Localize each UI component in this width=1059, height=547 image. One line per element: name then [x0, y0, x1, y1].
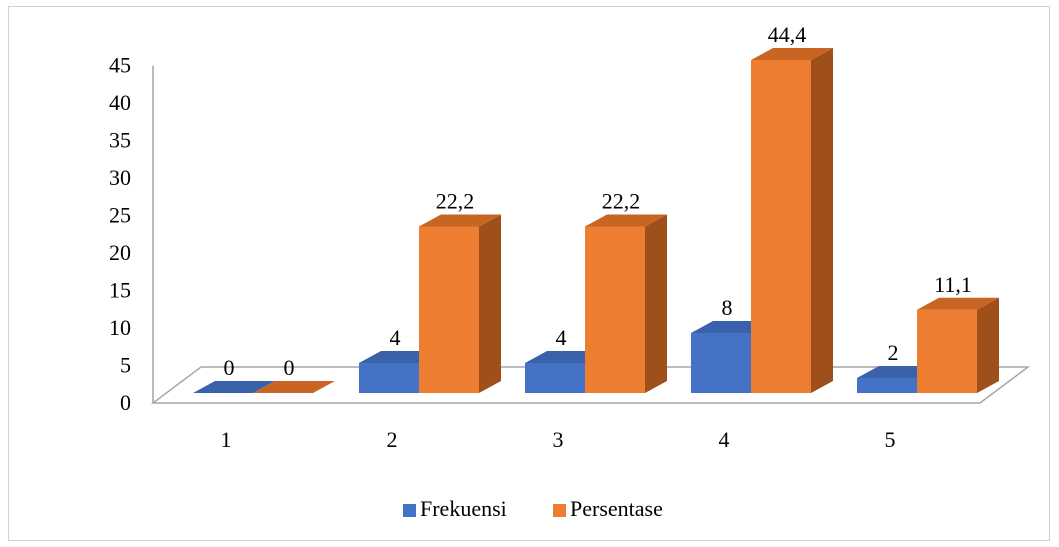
bar-side — [479, 214, 501, 393]
y-tick-label: 40 — [109, 90, 131, 115]
legend-label: Persentase — [570, 496, 663, 521]
legend-swatch — [553, 504, 566, 517]
bar-top — [917, 297, 999, 310]
y-tick-label: 35 — [109, 128, 131, 153]
bar-top — [585, 214, 667, 227]
data-label: 22,2 — [436, 189, 475, 214]
x-tick-label: 1 — [221, 427, 232, 452]
bar-top — [193, 381, 275, 393]
data-label: 2 — [888, 340, 899, 365]
bar-side — [977, 297, 999, 393]
bar-front — [419, 226, 479, 393]
data-label: 4 — [390, 325, 401, 350]
y-tick-label: 0 — [120, 390, 131, 415]
y-tick-label: 25 — [109, 203, 131, 228]
y-tick-label: 45 — [109, 53, 131, 78]
bar-side — [811, 48, 833, 393]
data-label: 0 — [224, 355, 235, 380]
x-tick-label: 3 — [553, 427, 564, 452]
bar-side — [645, 214, 667, 393]
x-tick-label: 5 — [885, 427, 896, 452]
bar-top — [419, 214, 501, 227]
y-tick-label: 15 — [109, 278, 131, 303]
bar-front — [857, 378, 917, 393]
y-tick-label: 30 — [109, 165, 131, 190]
y-tick-label: 20 — [109, 240, 131, 265]
chart-frame — [8, 6, 1050, 541]
y-tick-label: 10 — [109, 315, 131, 340]
bar-front — [585, 226, 645, 393]
legend-swatch — [403, 504, 416, 517]
data-label: 44,4 — [768, 22, 807, 47]
y-tick-label: 5 — [120, 353, 131, 378]
data-label: 11,1 — [934, 272, 972, 297]
bar-top — [253, 381, 335, 393]
x-tick-label: 4 — [719, 427, 730, 452]
data-label: 22,2 — [602, 189, 641, 214]
bar-front — [691, 333, 751, 393]
data-label: 8 — [722, 295, 733, 320]
bar-top — [751, 48, 833, 60]
bar-front — [917, 309, 977, 393]
legend-label: Frekuensi — [420, 496, 507, 521]
data-label: 0 — [284, 355, 295, 380]
data-label: 4 — [556, 325, 567, 350]
bar-front — [359, 363, 419, 393]
bar-front — [525, 363, 585, 393]
bar-front — [751, 60, 811, 393]
x-tick-label: 2 — [387, 427, 398, 452]
